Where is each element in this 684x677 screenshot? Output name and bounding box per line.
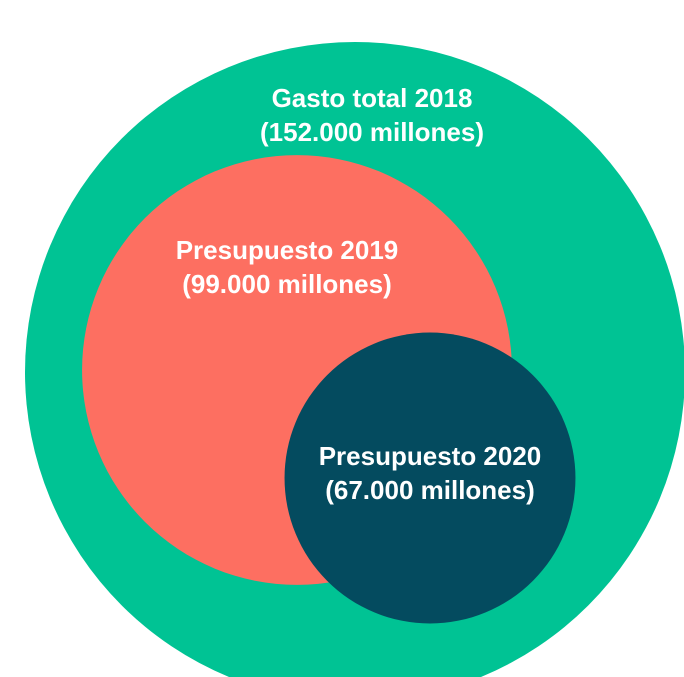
value-label: (67.000 millones) [325, 475, 535, 505]
circle-label: Gasto total 2018 [272, 83, 473, 113]
value-label: (99.000 millones) [182, 269, 392, 299]
circle [284, 332, 576, 624]
value-label: (152.000 millones) [260, 117, 484, 147]
circle-label: Presupuesto 2019 [176, 235, 399, 265]
circle-label: Presupuesto 2020 [319, 441, 542, 471]
